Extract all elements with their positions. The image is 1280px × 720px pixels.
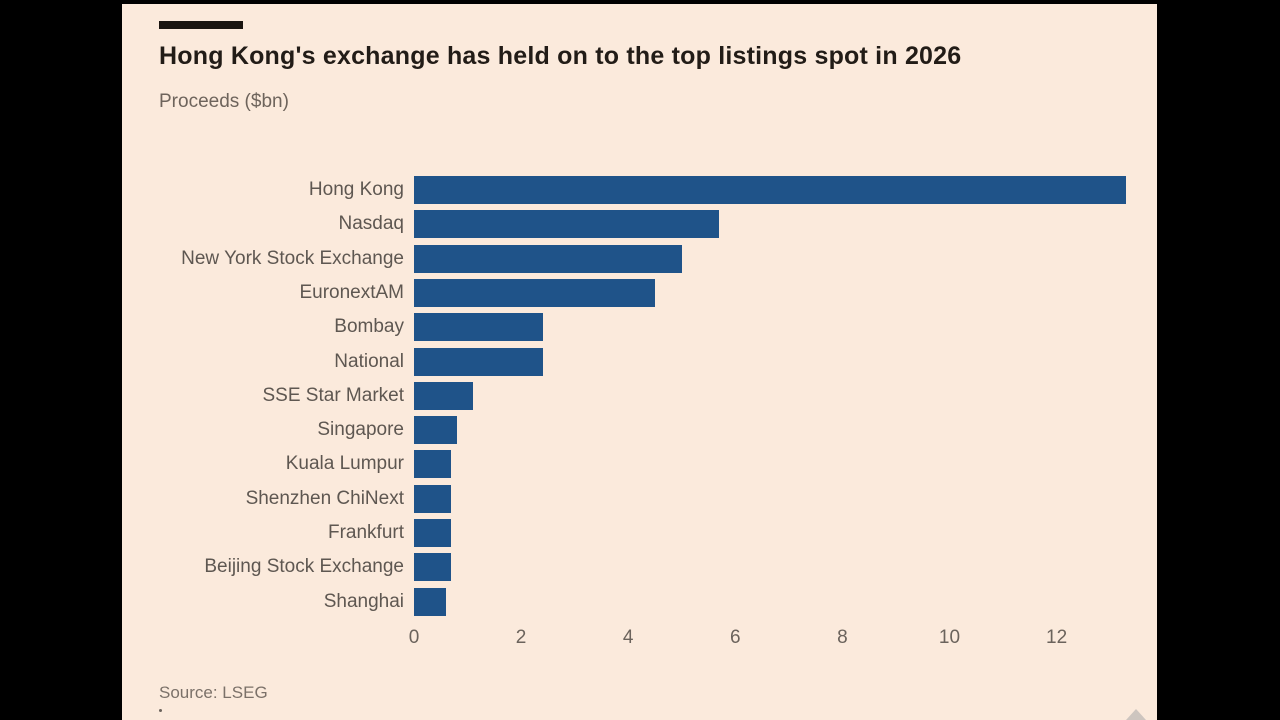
x-axis-tick-label: 10 <box>938 627 961 648</box>
bar <box>414 381 473 410</box>
category-label: National <box>334 350 404 372</box>
bar <box>414 519 452 547</box>
category-label: Shenzhen ChiNext <box>245 487 404 509</box>
bar <box>414 484 452 513</box>
chart-row: Nasdaq <box>122 210 1157 239</box>
chart-title: Hong Kong's exchange has held on to the … <box>159 42 962 70</box>
x-axis-tick-label: 12 <box>1046 627 1068 648</box>
title-accent-bar <box>159 21 243 29</box>
chart-row: Hong Kong <box>122 176 1157 204</box>
chart-row: Kuala Lumpur <box>122 450 1157 479</box>
bar <box>414 313 543 342</box>
source-label: Source: LSEG <box>159 683 268 702</box>
category-label: Frankfurt <box>327 522 404 543</box>
chart-row: EuronextAM <box>122 278 1157 307</box>
category-label: Kuala Lumpur <box>285 453 404 475</box>
chart-row: New York Stock Exchange <box>122 244 1157 273</box>
stray-dot <box>159 709 162 712</box>
bar <box>414 210 720 239</box>
category-label: Nasdaq <box>338 213 405 235</box>
category-label: New York Stock Exchange <box>181 247 404 269</box>
chart-row: SSE Star Market <box>122 381 1157 410</box>
bar <box>414 553 452 582</box>
x-axis-tick-label: 0 <box>408 627 420 648</box>
bar <box>414 347 543 376</box>
mouse-cursor <box>1126 709 1146 720</box>
category-label: SSE Star Market <box>262 384 405 406</box>
chart-row: Frankfurt <box>122 519 1157 547</box>
bar <box>414 278 655 307</box>
x-axis-tick-label: 2 <box>515 627 527 648</box>
chart-row: Shanghai <box>122 587 1157 616</box>
category-label: Hong Kong <box>308 179 404 200</box>
bar <box>414 587 447 616</box>
category-label: Beijing Stock Exchange <box>204 556 404 578</box>
x-axis-tick-label: 8 <box>837 627 848 648</box>
bar <box>414 244 682 273</box>
bar <box>414 450 452 479</box>
category-label: EuronextAM <box>299 281 404 303</box>
chart-panel: Hong Kong's exchange has held on to the … <box>122 4 1157 720</box>
chart-subtitle: Proceeds ($bn) <box>159 91 289 112</box>
category-label: Bombay <box>334 316 404 338</box>
bar <box>414 176 1127 204</box>
chart-row: Shenzhen ChiNext <box>122 484 1157 513</box>
bar <box>414 416 457 445</box>
bar-chart-plot: Hong Kong Nasdaq New York Stock Exchange Eu… <box>122 4 1157 720</box>
x-axis-tick-label: 4 <box>622 627 634 648</box>
chart-row: Beijing Stock Exchange <box>122 553 1157 582</box>
chart-row: Singapore <box>122 416 1157 445</box>
category-label: Singapore <box>317 419 404 441</box>
chart-row: Bombay <box>122 313 1157 342</box>
category-label: Shanghai <box>323 590 404 612</box>
x-axis-tick-label: 6 <box>730 627 741 648</box>
chart-row: National <box>122 347 1157 376</box>
